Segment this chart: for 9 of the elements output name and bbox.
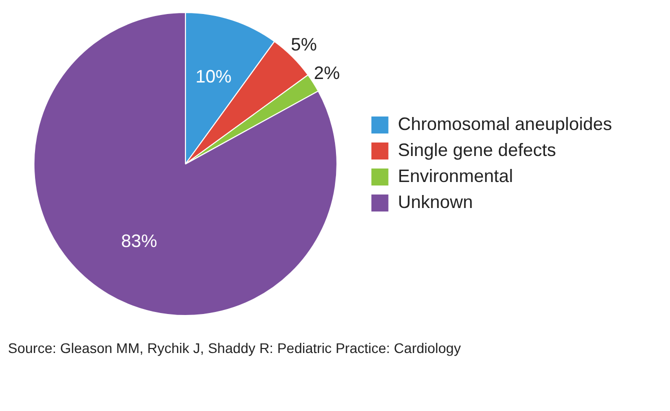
data-label: 2%: [314, 63, 340, 84]
legend-label: Environmental: [398, 166, 513, 186]
legend-label: Chromosomal aneuploides: [398, 114, 612, 134]
legend-label: Unknown: [398, 192, 473, 212]
data-label: 83%: [121, 231, 158, 252]
data-label: 5%: [290, 34, 317, 55]
source-note: Source: Gleason MM, Rychik J, Shaddy R: Pediatric Practice: Cardiology: [8, 340, 462, 356]
data-label: 10%: [196, 66, 232, 87]
legend-label: Single gene defects: [398, 140, 556, 160]
